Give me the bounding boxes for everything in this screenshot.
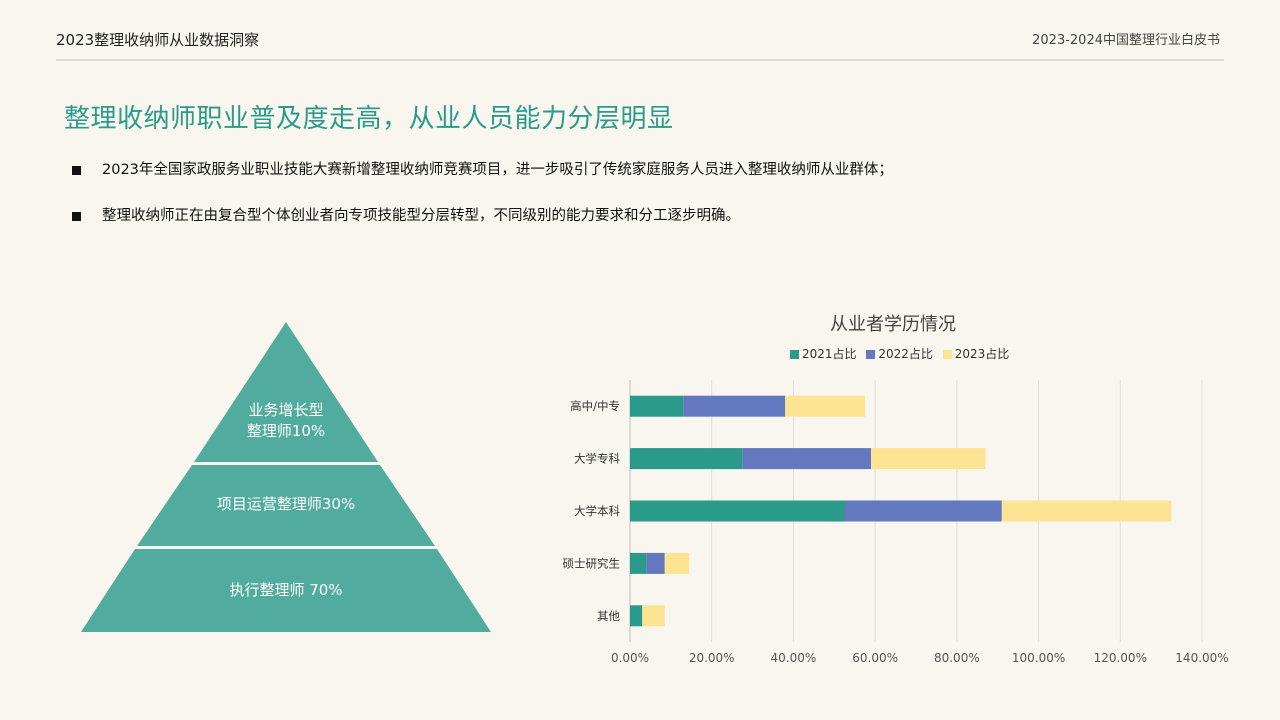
bar-segment [630, 605, 643, 627]
bullet-item: 2023年全国家政服务业职业技能大赛新增整理收纳师竞赛项目，进一步吸引了传统家庭… [72, 158, 893, 182]
header-divider [56, 59, 1224, 61]
x-tick-label: 20.00% [689, 651, 735, 665]
bar-segment [642, 605, 665, 627]
chart-legend: 2021占比 2022占比 2023占比 [790, 345, 1015, 362]
bar-segment [630, 552, 647, 574]
y-category-label: 大学专科 [574, 452, 620, 466]
bullet-item: 整理收纳师正在由复合型个体创业者向专项技能型分层转型，不同级别的能力要求和分工逐… [72, 204, 893, 228]
bullet-list: 2023年全国家政服务业职业技能大赛新增整理收纳师竞赛项目，进一步吸引了传统家庭… [72, 158, 893, 250]
pyramid-svg [81, 322, 491, 632]
bullet-square-icon [72, 166, 81, 175]
x-tick-label: 80.00% [934, 651, 980, 665]
bar-chart: 0.00% 20.00% 40.00% 60.00% 80.00% 100.00% 120.… [563, 380, 1229, 665]
bar-segment [630, 448, 743, 470]
legend-swatch-icon [866, 350, 876, 359]
x-tick-label: 120.00% [1094, 651, 1147, 665]
bar-segment [683, 395, 786, 417]
y-category-label: 大学本科 [574, 504, 620, 518]
pyramid-level-bottom [81, 549, 491, 632]
y-category-label: 高中/中专 [570, 399, 620, 413]
legend-label: 2022占比 [878, 347, 933, 361]
bullet-square-icon [72, 212, 81, 221]
legend-item-2023: 2023占比 [942, 345, 1010, 362]
pyramid-label-middle: 项目运营整理师30% [216, 495, 356, 513]
x-tick-label: 60.00% [852, 651, 898, 665]
bar-segment [630, 395, 684, 417]
bar-segment [646, 552, 665, 574]
x-tick-label: 140.00% [1175, 651, 1228, 665]
pyramid-level-middle [137, 465, 435, 546]
bullet-text: 2023年全国家政服务业职业技能大赛新增整理收纳师竞赛项目，进一步吸引了传统家庭… [102, 162, 893, 178]
x-tick-label: 40.00% [771, 651, 817, 665]
x-tick-label: 100.00% [1012, 651, 1065, 665]
x-tick-label: 0.00% [611, 651, 649, 665]
pyramid-label-top-line2: 整理师10% [246, 422, 326, 440]
legend-label: 2021占比 [802, 347, 857, 361]
legend-swatch-icon [790, 350, 799, 359]
chart-title: 从业者学历情况 [830, 314, 956, 335]
y-category-label: 硕士研究生 [563, 556, 621, 570]
bar-segment [664, 552, 690, 574]
bar-segment [1001, 500, 1172, 522]
header-left-title: 2023整理收纳师从业数据洞察 [56, 31, 260, 49]
header-right-title: 2023-2024中国整理行业白皮书 [1032, 33, 1220, 48]
bar-segment [871, 448, 986, 470]
page-title: 整理收纳师职业普及度走高，从业人员能力分层明显 [64, 104, 674, 134]
bar-segment [844, 500, 1002, 522]
pyramid-label-top: 业务增长型 整理师10% [166, 400, 406, 442]
pyramid-diagram: 业务增长型 整理师10% 项目运营整理师30% 执行整理师 70% [80, 322, 492, 634]
bar-segment [630, 500, 845, 522]
legend-swatch-icon [942, 350, 952, 359]
pyramid-level-top [194, 322, 378, 462]
bar-segment [742, 448, 872, 470]
legend-item-2021: 2021占比 [790, 345, 857, 362]
bar-segment [785, 395, 865, 417]
pyramid-label-top-line1: 业务增长型 [248, 401, 324, 419]
y-category-label: 其他 [597, 609, 620, 623]
bullet-text: 整理收纳师正在由复合型个体创业者向专项技能型分层转型，不同级别的能力要求和分工逐… [102, 208, 740, 224]
legend-item-2022: 2022占比 [866, 345, 933, 362]
legend-label: 2023占比 [954, 347, 1010, 361]
pyramid-label-bottom: 执行整理师 70% [229, 581, 343, 599]
